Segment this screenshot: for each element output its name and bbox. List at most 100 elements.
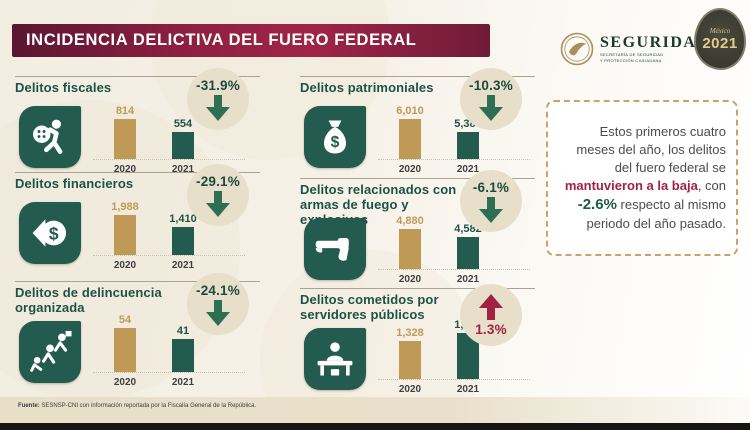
bar-2020 [399, 229, 421, 269]
seguridad-title: SEGURIDAD [600, 34, 710, 51]
section-title: Delitos financieros [15, 176, 134, 191]
value-2021: 1,410 [169, 213, 197, 225]
section-title: Delitos de delincuencia organizada [15, 285, 162, 315]
percent-badge: -24.1% [187, 273, 249, 335]
value-2020: 814 [115, 105, 135, 117]
section-divider [15, 281, 260, 282]
section-delincuencia-organizada: Delitos de delincuencia organizada 54 [15, 273, 260, 393]
bar-2021 [172, 227, 194, 255]
section-title: Delitos fiscales [15, 80, 112, 95]
year-label-2021: 2021 [171, 377, 195, 388]
axis-baseline [378, 159, 530, 160]
bar-group-2020: 6,010 [388, 105, 432, 159]
running-group-glyph [30, 330, 72, 372]
section-delitos-financieros: Delitos financieros $ 1,988 1,410 2020 2… [15, 164, 260, 274]
bar-2021 [172, 132, 194, 159]
percent-badge: -29.1% [187, 164, 249, 226]
money-fan-glyph: $ [32, 219, 67, 247]
bar-group-2021: 4,582 [446, 223, 490, 269]
section-armas-de-fuego: Delitos relacionados con armas de fuego … [300, 170, 535, 290]
down-arrow-icon [206, 94, 230, 121]
value-2021: 554 [173, 118, 193, 130]
bar-group-2020: 814 [103, 105, 147, 159]
value-2020: 6,010 [396, 105, 424, 117]
money-bag-glyph: $ [323, 120, 347, 154]
down-arrow-icon [479, 196, 503, 223]
percent-badge: -6.1% [460, 170, 522, 232]
footer-strip: Fuente: SESNSP-CNI con información repor… [0, 397, 750, 423]
revolver-icon [304, 218, 366, 280]
year-label-2020: 2020 [398, 164, 422, 175]
official-at-desk-icon [304, 328, 366, 390]
eagle-emblem-icon [560, 32, 594, 66]
bar-chart: 4,880 4,582 2020 2021 [376, 204, 532, 285]
runner-with-sack-icon [19, 106, 81, 168]
money-bag-icon: $ [304, 106, 366, 168]
value-2020: 54 [118, 314, 132, 326]
section-delitos-patrimoniales: Delitos patrimoniales $ 6,010 5,389 2020… [300, 68, 535, 178]
bar-2020 [114, 328, 136, 372]
down-arrow-icon [206, 299, 230, 326]
axis-baseline [378, 269, 530, 270]
year-label-2021: 2021 [456, 274, 480, 285]
section-divider [300, 288, 535, 289]
year-label-2021: 2021 [456, 164, 480, 175]
year-label-2020: 2020 [113, 164, 137, 175]
revolver-glyph [315, 238, 349, 261]
year-label-2020: 2020 [113, 377, 137, 388]
percent-value: -6.1% [472, 179, 510, 195]
section-divider [15, 76, 260, 77]
running-group-icon [19, 321, 81, 383]
bar-2020 [114, 215, 136, 255]
bar-2020 [399, 341, 421, 379]
down-arrow-icon [479, 94, 503, 121]
bar-group-2021: 41 [161, 325, 205, 372]
percent-badge: -10.3% [460, 68, 522, 130]
money-fan-icon: $ [19, 202, 81, 264]
bar-2021 [457, 237, 479, 269]
percent-value: -24.1% [196, 282, 240, 298]
source-note: Fuente: SESNSP-CNI con información repor… [18, 403, 256, 409]
section-divider [300, 178, 535, 179]
bar-chart: 1,988 1,410 2020 2021 [91, 190, 247, 271]
percent-value: -10.3% [469, 77, 513, 93]
svg-text:$: $ [49, 223, 59, 243]
bar-group-2020: 1,988 [103, 201, 147, 255]
percent-badge: 1.3% [460, 284, 522, 346]
value-2020: 4,880 [396, 215, 424, 227]
percent-value: 1.3% [475, 321, 507, 337]
bar-group-2020: 54 [103, 314, 147, 372]
value-2021: 41 [176, 325, 190, 337]
section-servidores-publicos: Delitos cometidos por servidores público… [300, 284, 535, 400]
percent-value: -29.1% [196, 173, 240, 189]
bar-group-2020: 4,880 [388, 215, 432, 269]
badge-mexico-label: México [709, 26, 731, 35]
year-label-2020: 2020 [113, 260, 137, 271]
page-title: INCIDENCIA DELICTIVA DEL FUERO FEDERAL [12, 24, 490, 57]
value-2020: 1,988 [111, 201, 139, 213]
bar-group-2021: 554 [161, 118, 205, 159]
source-label: Fuente: [18, 403, 40, 409]
official-at-desk-glyph [317, 342, 353, 376]
bar-group-2021: 1,410 [161, 213, 205, 255]
year-label-2021: 2021 [171, 164, 195, 175]
bar-chart: 1,328 1,345 2020 2021 [376, 314, 532, 395]
svg-text:$: $ [331, 134, 340, 151]
seguridad-subtitle-2: Y PROTECCIÓN CIUDADANA [600, 58, 662, 63]
section-title: Delitos patrimoniales [300, 80, 434, 95]
seguridad-wordmark: SEGURIDAD SECRETARÍA DE SEGURIDAD Y PROT… [600, 35, 710, 63]
section-divider [300, 76, 535, 77]
section-delitos-fiscales: Delitos fiscales 814 554 [15, 68, 260, 178]
section-title: Delitos cometidos por servidores público… [300, 292, 439, 322]
year-label-2020: 2020 [398, 384, 422, 395]
axis-baseline [93, 255, 245, 256]
badge-year-label: 2021 [702, 34, 738, 52]
bar-group-2020: 1,328 [388, 327, 432, 379]
infobox-text: Estos primeros cuatro meses del año, los… [564, 123, 726, 232]
value-2020: 1,328 [396, 327, 424, 339]
year-label-2021: 2021 [456, 384, 480, 395]
bar-chart: 814 554 2020 2021 [91, 94, 247, 175]
year-label-2021: 2021 [171, 260, 195, 271]
source-text: SESNSP-CNI con información reportada por… [39, 403, 257, 409]
